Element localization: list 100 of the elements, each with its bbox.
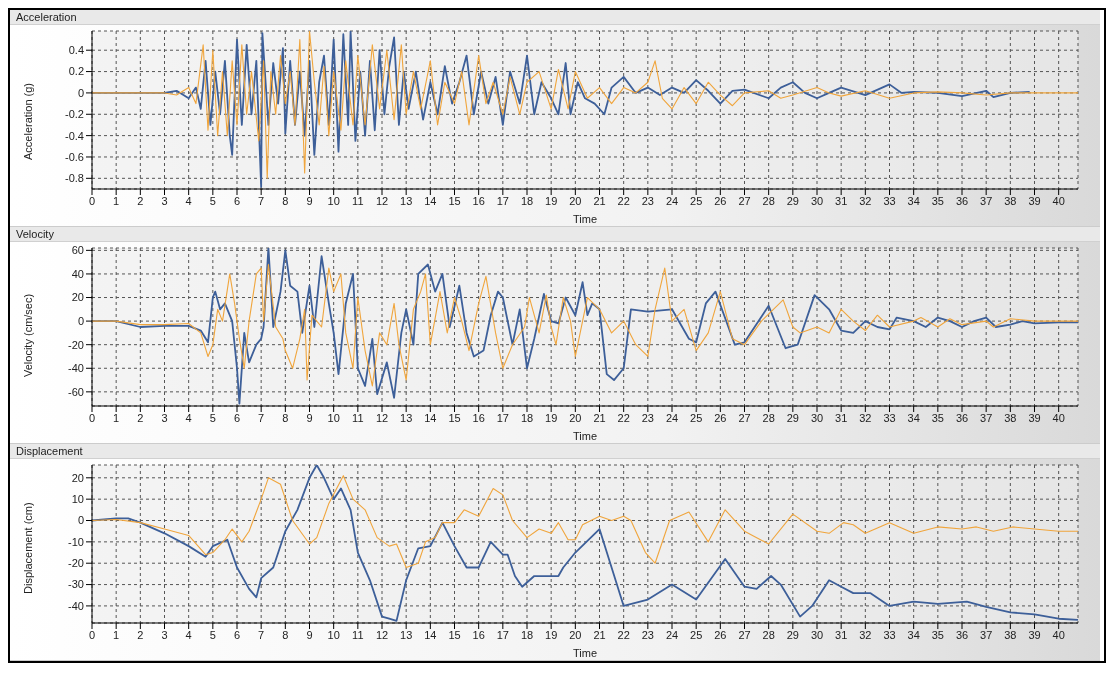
x-tick-label: 29 [786,411,799,424]
x-tick-label: 32 [859,411,872,424]
x-tick-label: 22 [617,411,630,424]
x-tick-label: 28 [762,194,775,207]
x-tick-label: 40 [1052,194,1065,207]
y-tick-label: -40 [68,362,84,375]
y-tick-label: 0 [77,315,84,328]
x-tick-label: 23 [641,194,654,207]
x-tick-label: 2 [137,628,144,641]
x-tick-label: 34 [907,411,920,424]
x-tick-label: 28 [762,411,775,424]
x-tick-label: 39 [1028,194,1041,207]
x-tick-label: 35 [931,628,944,641]
y-tick-label: -20 [68,557,84,570]
x-tick-label: 3 [161,411,168,424]
x-tick-label: 7 [258,628,265,641]
x-tick-label: 0 [88,194,96,207]
x-tick-label: 13 [400,628,413,641]
x-tick-label: 30 [810,194,824,207]
x-tick-label: 33 [883,411,896,424]
x-tick-label: 40 [1052,628,1065,641]
x-tick-label: 8 [282,411,289,424]
x-tick-label: 33 [883,194,896,207]
y-tick-label: -10 [68,535,84,548]
x-tick-label: 12 [375,628,389,641]
y-tick-label: 0 [77,86,84,99]
x-tick-label: 30 [810,411,824,424]
y-tick-label: -0.8 [65,172,84,185]
x-tick-label: 10 [327,411,340,424]
x-tick-label: 31 [835,628,848,641]
chart-title: Acceleration [10,10,1100,25]
x-tick-label: 12 [375,411,389,424]
x-tick-label: 14 [424,194,437,207]
x-tick-label: 9 [306,628,313,641]
x-tick-label: 32 [859,194,872,207]
x-tick-label: 11 [352,411,364,424]
x-tick-label: 21 [593,411,606,424]
x-tick-label: 13 [400,194,413,207]
y-tick-label: 10 [71,493,84,506]
x-tick-label: 1 [113,194,120,207]
x-tick-label: 18 [520,628,534,641]
x-tick-label: 31 [835,194,848,207]
x-tick-label: 34 [907,194,920,207]
x-axis-title: Time [572,647,598,659]
y-tick-label: -20 [68,338,84,351]
x-tick-label: 36 [955,628,969,641]
x-tick-label: 24 [665,628,679,641]
x-tick-label: 25 [690,411,703,424]
x-tick-label: 8 [282,194,289,207]
x-tick-label: 24 [665,411,679,424]
y-tick-label: 20 [71,471,84,484]
y-tick-label: -0.4 [65,129,84,142]
x-tick-label: 35 [931,411,944,424]
x-tick-label: 4 [185,628,192,641]
x-tick-label: 27 [738,411,751,424]
chart-title: Velocity [10,227,1100,242]
line-series [92,475,1078,569]
x-tick-label: 3 [161,194,168,207]
x-tick-label: 20 [569,194,582,207]
x-tick-label: 3 [161,628,168,641]
x-tick-label: 4 [185,411,192,424]
x-tick-label: 31 [835,411,848,424]
x-tick-label: 29 [786,628,799,641]
x-tick-label: 38 [1004,411,1017,424]
x-tick-label: 16 [472,411,485,424]
x-tick-label: 11 [352,194,364,207]
x-tick-label: 22 [617,194,630,207]
x-tick-label: 38 [1004,194,1017,207]
x-tick-label: 20 [569,628,582,641]
line-series [92,263,1078,387]
y-axis-title: Displacement (cm) [21,502,34,594]
x-tick-label: 23 [641,411,654,424]
x-tick-label: 39 [1028,411,1041,424]
x-tick-label: 10 [327,194,340,207]
x-tick-label: 13 [400,411,413,424]
x-tick-label: 20 [569,411,582,424]
x-tick-label: 24 [665,194,679,207]
x-tick-label: 32 [859,628,872,641]
x-tick-label: 23 [641,628,654,641]
x-tick-label: 37 [980,628,993,641]
x-tick-label: 5 [209,628,216,641]
x-tick-label: 26 [714,411,727,424]
x-tick-label: 7 [258,411,265,424]
y-tick-label: 0 [77,514,84,527]
x-tick-label: 6 [233,628,241,641]
x-tick-label: 28 [762,628,775,641]
x-tick-label: 27 [738,194,751,207]
x-tick-label: 14 [424,628,437,641]
y-axis-title: Acceleration (g) [21,82,34,160]
x-tick-label: 6 [233,194,241,207]
x-tick-label: 27 [738,628,751,641]
x-tick-label: 2 [137,194,144,207]
x-tick-label: 19 [545,628,558,641]
x-tick-label: 2 [137,411,144,424]
x-tick-label: 30 [810,628,824,641]
x-tick-label: 5 [209,194,216,207]
x-tick-label: 37 [980,194,993,207]
y-tick-label: -40 [68,599,84,612]
x-tick-label: 29 [786,194,799,207]
y-tick-label: 0.4 [68,44,84,57]
